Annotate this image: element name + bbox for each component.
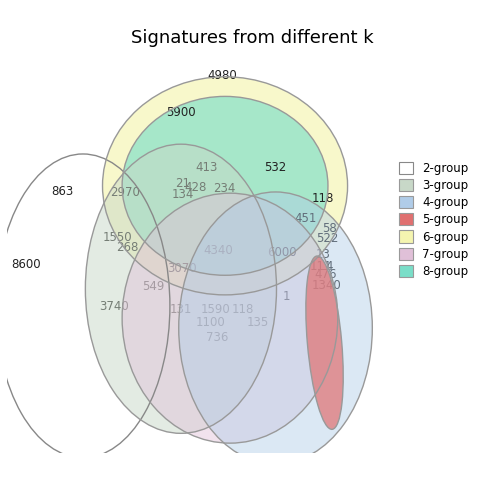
Ellipse shape bbox=[85, 144, 277, 433]
Ellipse shape bbox=[179, 192, 372, 464]
Text: 4: 4 bbox=[326, 260, 333, 273]
Text: 6000: 6000 bbox=[268, 245, 297, 259]
Text: 4980: 4980 bbox=[208, 70, 237, 83]
Title: Signatures from different k: Signatures from different k bbox=[131, 29, 373, 47]
Text: 135: 135 bbox=[247, 316, 269, 329]
Text: 451: 451 bbox=[295, 212, 317, 225]
Text: 413: 413 bbox=[195, 161, 218, 174]
Text: 5900: 5900 bbox=[166, 106, 196, 118]
Text: 863: 863 bbox=[51, 185, 74, 198]
Text: 3070: 3070 bbox=[168, 263, 197, 275]
Text: 1550: 1550 bbox=[102, 231, 132, 244]
Text: 131: 131 bbox=[170, 303, 192, 317]
Text: 736: 736 bbox=[206, 331, 228, 344]
Ellipse shape bbox=[122, 96, 328, 275]
Text: 1100: 1100 bbox=[196, 316, 225, 329]
Text: 522: 522 bbox=[317, 232, 339, 245]
Text: 3740: 3740 bbox=[99, 300, 129, 313]
Text: 234: 234 bbox=[213, 182, 235, 195]
Text: 8600: 8600 bbox=[11, 259, 40, 271]
Text: 111: 111 bbox=[310, 260, 332, 273]
Text: 476: 476 bbox=[314, 268, 337, 281]
Text: 118: 118 bbox=[232, 302, 255, 316]
Ellipse shape bbox=[122, 193, 338, 443]
Text: 13: 13 bbox=[316, 247, 331, 261]
Text: 549: 549 bbox=[142, 280, 164, 293]
Text: 58: 58 bbox=[322, 222, 337, 235]
Text: 118: 118 bbox=[311, 192, 334, 205]
Text: 21: 21 bbox=[175, 177, 190, 190]
Legend: 2-group, 3-group, 4-group, 5-group, 6-group, 7-group, 8-group: 2-group, 3-group, 4-group, 5-group, 6-gr… bbox=[395, 158, 472, 281]
Text: 2970: 2970 bbox=[110, 186, 140, 199]
Text: 1340: 1340 bbox=[311, 279, 341, 292]
Ellipse shape bbox=[306, 256, 343, 429]
Text: 268: 268 bbox=[116, 241, 138, 254]
Ellipse shape bbox=[102, 77, 348, 295]
Text: 1590: 1590 bbox=[201, 302, 230, 316]
Text: 4340: 4340 bbox=[204, 244, 233, 257]
Text: 1: 1 bbox=[283, 290, 290, 303]
Text: 532: 532 bbox=[265, 161, 287, 174]
Text: 134: 134 bbox=[171, 187, 194, 201]
Text: 428: 428 bbox=[184, 181, 207, 194]
